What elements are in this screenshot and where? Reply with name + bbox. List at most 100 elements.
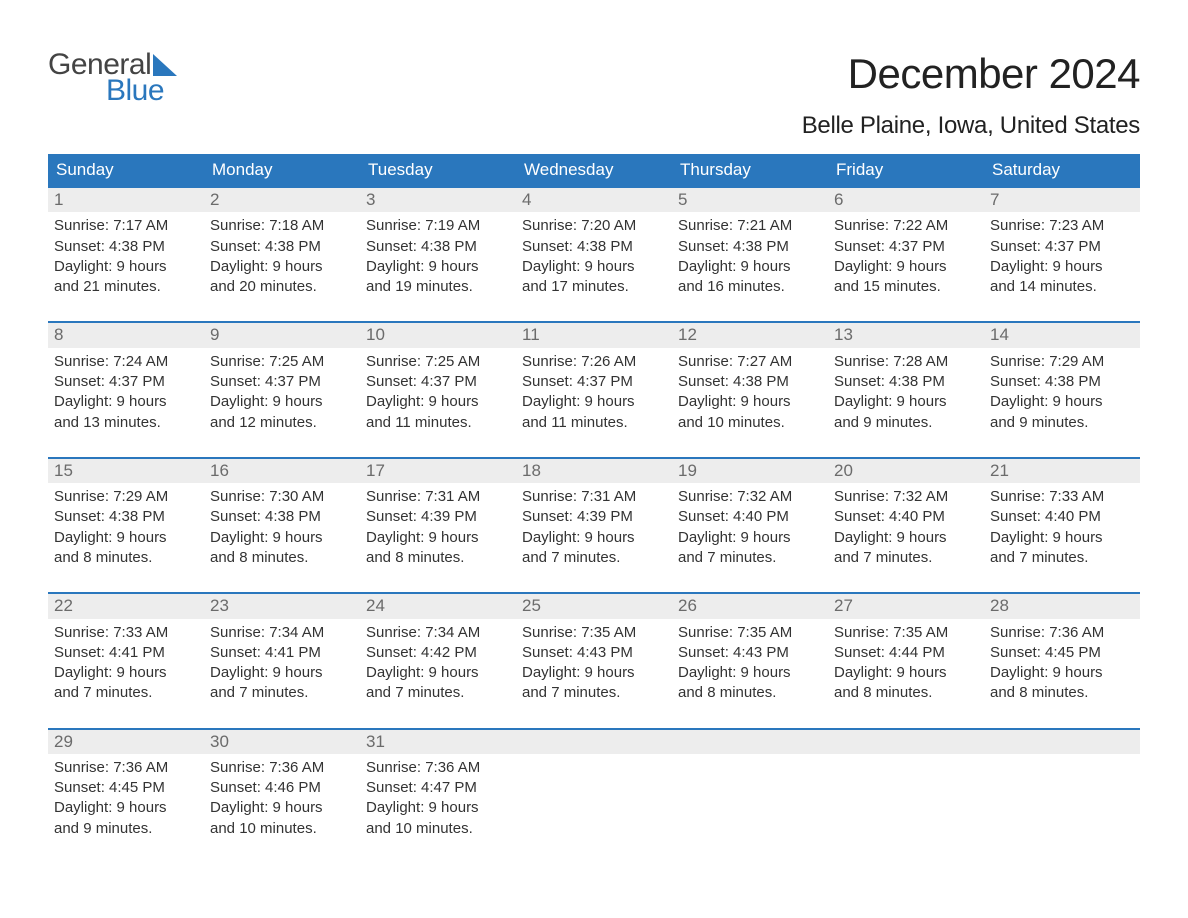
daylight-line-2: and 10 minutes. — [210, 819, 354, 839]
daylight-line-1: Daylight: 9 hours — [54, 663, 198, 683]
day-details: Sunrise: 7:31 AMSunset: 4:39 PMDaylight:… — [516, 483, 672, 568]
calendar-day-cell: 29Sunrise: 7:36 AMSunset: 4:45 PMDayligh… — [48, 730, 204, 839]
sunset-line: Sunset: 4:43 PM — [678, 643, 822, 663]
daylight-line-1: Daylight: 9 hours — [54, 257, 198, 277]
day-number: 4 — [516, 188, 672, 212]
calendar-day-cell: 30Sunrise: 7:36 AMSunset: 4:46 PMDayligh… — [204, 730, 360, 839]
calendar-day-cell: 22Sunrise: 7:33 AMSunset: 4:41 PMDayligh… — [48, 594, 204, 703]
daylight-line-2: and 10 minutes. — [678, 413, 822, 433]
calendar-week: 1Sunrise: 7:17 AMSunset: 4:38 PMDaylight… — [48, 186, 1140, 297]
calendar-day-cell: 16Sunrise: 7:30 AMSunset: 4:38 PMDayligh… — [204, 459, 360, 568]
daylight-line-2: and 8 minutes. — [210, 548, 354, 568]
day-details: Sunrise: 7:29 AMSunset: 4:38 PMDaylight:… — [48, 483, 204, 568]
sunset-line: Sunset: 4:37 PM — [210, 372, 354, 392]
day-number: 26 — [672, 594, 828, 618]
day-details: Sunrise: 7:17 AMSunset: 4:38 PMDaylight:… — [48, 212, 204, 297]
calendar-grid: Sunday Monday Tuesday Wednesday Thursday… — [48, 154, 1140, 839]
daylight-line-2: and 8 minutes. — [834, 683, 978, 703]
day-number: 18 — [516, 459, 672, 483]
sunset-line: Sunset: 4:38 PM — [210, 237, 354, 257]
daylight-line-2: and 7 minutes. — [210, 683, 354, 703]
dow-wednesday: Wednesday — [516, 154, 672, 186]
sunset-line: Sunset: 4:40 PM — [678, 507, 822, 527]
calendar-day-cell: 19Sunrise: 7:32 AMSunset: 4:40 PMDayligh… — [672, 459, 828, 568]
sunrise-line: Sunrise: 7:33 AM — [990, 487, 1134, 507]
sunrise-line: Sunrise: 7:25 AM — [210, 352, 354, 372]
day-number: 9 — [204, 323, 360, 347]
day-details: Sunrise: 7:34 AMSunset: 4:41 PMDaylight:… — [204, 619, 360, 704]
calendar-day-cell: 18Sunrise: 7:31 AMSunset: 4:39 PMDayligh… — [516, 459, 672, 568]
calendar-day-cell — [672, 730, 828, 839]
month-title: December 2024 — [802, 50, 1140, 98]
calendar-day-cell: 31Sunrise: 7:36 AMSunset: 4:47 PMDayligh… — [360, 730, 516, 839]
sunset-line: Sunset: 4:38 PM — [678, 237, 822, 257]
calendar-page: General Blue December 2024 Belle Plaine,… — [0, 0, 1188, 918]
daylight-line-1: Daylight: 9 hours — [678, 392, 822, 412]
calendar-day-cell: 8Sunrise: 7:24 AMSunset: 4:37 PMDaylight… — [48, 323, 204, 432]
day-details: Sunrise: 7:33 AMSunset: 4:41 PMDaylight:… — [48, 619, 204, 704]
daylight-line-2: and 9 minutes. — [54, 819, 198, 839]
sunset-line: Sunset: 4:38 PM — [678, 372, 822, 392]
day-number: 11 — [516, 323, 672, 347]
dow-tuesday: Tuesday — [360, 154, 516, 186]
sunset-line: Sunset: 4:47 PM — [366, 778, 510, 798]
daylight-line-1: Daylight: 9 hours — [522, 663, 666, 683]
calendar-day-cell: 24Sunrise: 7:34 AMSunset: 4:42 PMDayligh… — [360, 594, 516, 703]
daylight-line-2: and 19 minutes. — [366, 277, 510, 297]
sunrise-line: Sunrise: 7:36 AM — [210, 758, 354, 778]
sunrise-line: Sunrise: 7:31 AM — [522, 487, 666, 507]
daylight-line-2: and 8 minutes. — [990, 683, 1134, 703]
daylight-line-2: and 15 minutes. — [834, 277, 978, 297]
dow-thursday: Thursday — [672, 154, 828, 186]
sunrise-line: Sunrise: 7:31 AM — [366, 487, 510, 507]
sunset-line: Sunset: 4:37 PM — [54, 372, 198, 392]
calendar-day-cell: 5Sunrise: 7:21 AMSunset: 4:38 PMDaylight… — [672, 188, 828, 297]
calendar-day-cell: 3Sunrise: 7:19 AMSunset: 4:38 PMDaylight… — [360, 188, 516, 297]
daylight-line-1: Daylight: 9 hours — [210, 798, 354, 818]
daylight-line-2: and 9 minutes. — [990, 413, 1134, 433]
day-number: 16 — [204, 459, 360, 483]
calendar-day-cell: 20Sunrise: 7:32 AMSunset: 4:40 PMDayligh… — [828, 459, 984, 568]
sunrise-line: Sunrise: 7:29 AM — [54, 487, 198, 507]
sunrise-line: Sunrise: 7:35 AM — [522, 623, 666, 643]
daylight-line-2: and 21 minutes. — [54, 277, 198, 297]
location-subtitle: Belle Plaine, Iowa, United States — [802, 112, 1140, 140]
day-number: 27 — [828, 594, 984, 618]
sunset-line: Sunset: 4:41 PM — [210, 643, 354, 663]
sunset-line: Sunset: 4:38 PM — [990, 372, 1134, 392]
calendar-day-cell — [984, 730, 1140, 839]
day-number: 12 — [672, 323, 828, 347]
day-details: Sunrise: 7:35 AMSunset: 4:43 PMDaylight:… — [672, 619, 828, 704]
day-number: 15 — [48, 459, 204, 483]
day-number: 21 — [984, 459, 1140, 483]
calendar-day-cell: 7Sunrise: 7:23 AMSunset: 4:37 PMDaylight… — [984, 188, 1140, 297]
daylight-line-2: and 16 minutes. — [678, 277, 822, 297]
day-details: Sunrise: 7:21 AMSunset: 4:38 PMDaylight:… — [672, 212, 828, 297]
daylight-line-1: Daylight: 9 hours — [366, 528, 510, 548]
day-details: Sunrise: 7:24 AMSunset: 4:37 PMDaylight:… — [48, 348, 204, 433]
generalblue-logo: General Blue — [48, 50, 181, 106]
sunset-line: Sunset: 4:37 PM — [522, 372, 666, 392]
daylight-line-2: and 7 minutes. — [54, 683, 198, 703]
sunrise-line: Sunrise: 7:36 AM — [990, 623, 1134, 643]
daylight-line-1: Daylight: 9 hours — [834, 663, 978, 683]
day-number: 19 — [672, 459, 828, 483]
page-header: General Blue December 2024 Belle Plaine,… — [48, 50, 1140, 140]
sunrise-line: Sunrise: 7:35 AM — [678, 623, 822, 643]
sunrise-line: Sunrise: 7:19 AM — [366, 216, 510, 236]
sunrise-line: Sunrise: 7:25 AM — [366, 352, 510, 372]
sunset-line: Sunset: 4:38 PM — [366, 237, 510, 257]
day-number: 3 — [360, 188, 516, 212]
day-details: Sunrise: 7:32 AMSunset: 4:40 PMDaylight:… — [828, 483, 984, 568]
calendar-day-cell: 9Sunrise: 7:25 AMSunset: 4:37 PMDaylight… — [204, 323, 360, 432]
day-details: Sunrise: 7:35 AMSunset: 4:43 PMDaylight:… — [516, 619, 672, 704]
day-number: 20 — [828, 459, 984, 483]
daylight-line-2: and 7 minutes. — [366, 683, 510, 703]
day-number: 14 — [984, 323, 1140, 347]
daylight-line-2: and 8 minutes. — [366, 548, 510, 568]
daylight-line-2: and 7 minutes. — [522, 548, 666, 568]
sunset-line: Sunset: 4:43 PM — [522, 643, 666, 663]
calendar-week: 29Sunrise: 7:36 AMSunset: 4:45 PMDayligh… — [48, 728, 1140, 839]
sunrise-line: Sunrise: 7:34 AM — [366, 623, 510, 643]
sunrise-line: Sunrise: 7:33 AM — [54, 623, 198, 643]
